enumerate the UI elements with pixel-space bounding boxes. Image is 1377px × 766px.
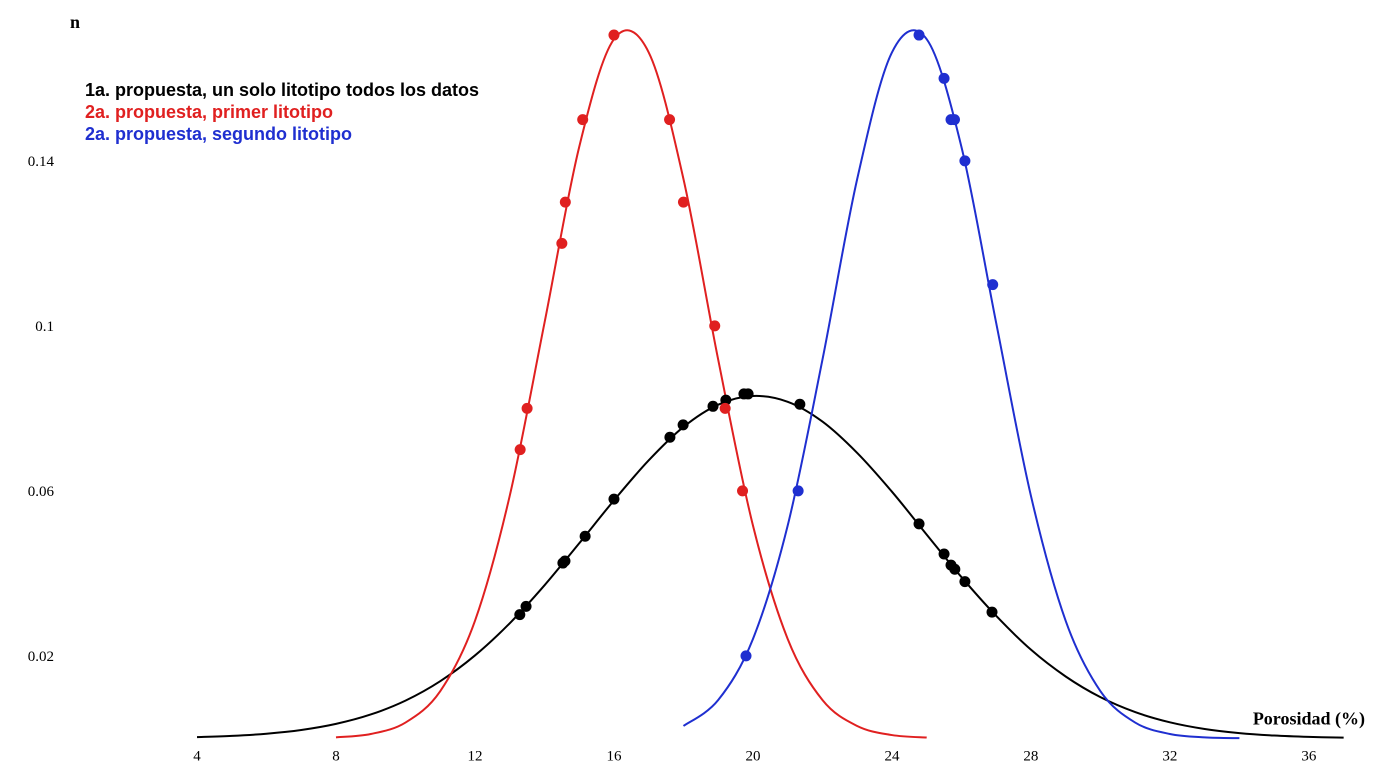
- data-point: [707, 400, 719, 412]
- y-tick-label: 0.14: [28, 154, 55, 170]
- data-point: [959, 155, 971, 167]
- x-tick-label: 8: [332, 748, 340, 764]
- legend-entry: 1a. propuesta, un solo litotipo todos lo…: [85, 80, 479, 100]
- labels: 4 8 12 16 20 24 28 32 36 0.02 0.06 0.1 0.14 n Porosida…: [28, 12, 1365, 764]
- data-point: [948, 114, 960, 126]
- data-point: [608, 493, 620, 505]
- points: [514, 29, 999, 662]
- data-point: [579, 530, 591, 542]
- data-point: [677, 196, 689, 208]
- curve: [682, 29, 1240, 740]
- data-point: [520, 600, 532, 612]
- x-tick-label: 36: [1301, 748, 1317, 764]
- data-point: [514, 609, 526, 621]
- legend-entry: 2a. propuesta, primer litotipo: [85, 102, 333, 122]
- x-tick-label: 20: [745, 748, 760, 764]
- curve: [335, 29, 927, 739]
- data-point: [737, 485, 749, 497]
- data-point: [959, 576, 971, 588]
- y-tick-label: 0.02: [28, 649, 54, 665]
- data-point: [719, 402, 731, 414]
- data-point: [913, 518, 925, 530]
- data-point: [608, 29, 620, 41]
- data-point: [521, 402, 533, 414]
- x-tick-label: 24: [884, 748, 900, 764]
- data-point: [559, 555, 571, 567]
- curves: [196, 29, 1344, 740]
- data-point: [559, 196, 571, 208]
- legend-entry: 2a. propuesta, segundo litotipo: [85, 124, 352, 144]
- y-tick-label: 0.1: [35, 319, 54, 335]
- data-point: [709, 320, 721, 332]
- data-point: [677, 419, 689, 431]
- data-point: [792, 485, 804, 497]
- data-point: [938, 548, 950, 560]
- x-tick-label: 4: [193, 748, 201, 764]
- data-point: [664, 114, 676, 126]
- x-tick-label: 16: [606, 748, 622, 764]
- data-point: [664, 431, 676, 443]
- x-axis-label: Porosidad (%): [1253, 708, 1365, 729]
- data-point: [740, 650, 752, 662]
- data-point: [514, 444, 526, 456]
- data-point: [986, 606, 998, 618]
- curve: [196, 394, 1344, 739]
- data-point: [794, 398, 806, 410]
- data-point: [742, 388, 754, 400]
- data-point: [577, 114, 589, 126]
- x-tick-label: 28: [1023, 748, 1038, 764]
- x-tick-label: 32: [1162, 748, 1177, 764]
- x-tick-label: 12: [467, 748, 482, 764]
- data-point: [720, 394, 732, 406]
- data-point: [987, 279, 999, 291]
- data-point: [913, 29, 925, 41]
- data-point: [556, 237, 568, 249]
- y-axis-label: n: [70, 12, 80, 32]
- y-tick-label: 0.06: [28, 484, 55, 500]
- data-point: [949, 563, 961, 575]
- data-point: [938, 72, 950, 84]
